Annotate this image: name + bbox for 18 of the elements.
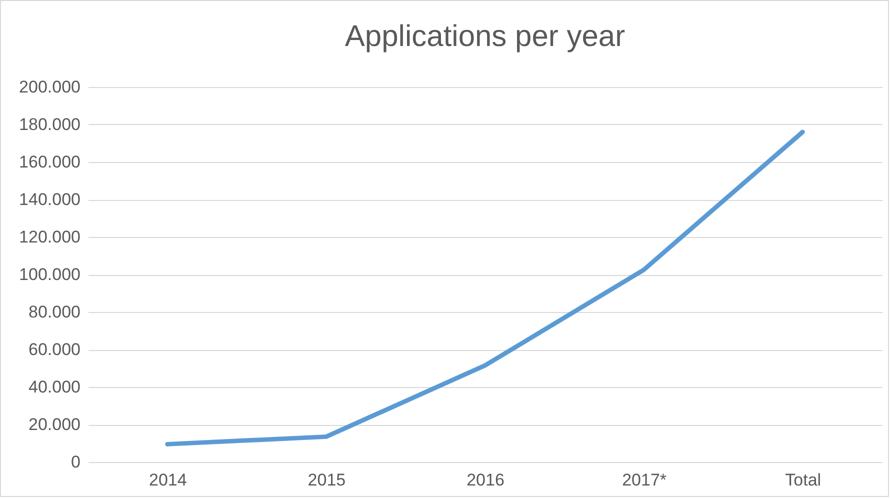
x-tick-label: 2017*: [622, 470, 667, 490]
chart-title: Applications per year: [344, 20, 626, 53]
x-tick-label: 2016: [466, 470, 504, 490]
y-tick-label: 160.000: [19, 152, 80, 172]
y-tick-label: 180.000: [19, 115, 80, 134]
y-tick-label: 140.000: [19, 190, 80, 209]
y-tick-label: 120.000: [19, 228, 80, 246]
x-tick-label: 2014: [148, 470, 187, 490]
y-tick-label: 40.000: [28, 378, 80, 396]
y-tick-label: 100.000: [19, 265, 80, 284]
x-tick-label: 2015: [308, 470, 346, 490]
y-tick-label: 0: [71, 452, 80, 472]
y-tick-label: 20.000: [28, 415, 80, 434]
y-tick-label: 60.000: [28, 340, 80, 359]
y-tick-label: 200.000: [19, 78, 80, 96]
y-tick-label: 80.000: [28, 302, 80, 322]
line-series: [165, 130, 805, 446]
x-tick-label: Total: [785, 470, 822, 490]
